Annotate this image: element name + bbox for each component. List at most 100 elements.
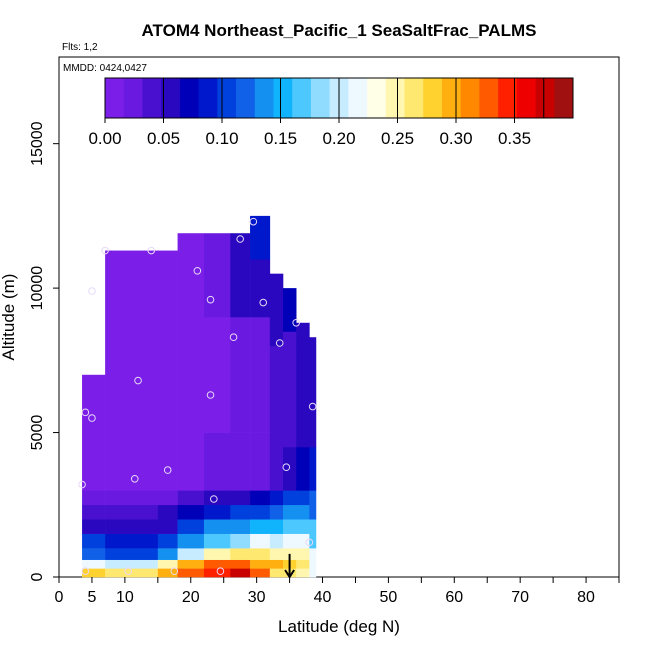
heat-cell — [105, 504, 159, 520]
sample-point — [134, 376, 142, 385]
y-axis-label: Altitude (m) — [0, 274, 18, 361]
heat-cell — [309, 490, 317, 520]
heat-cell — [269, 490, 284, 506]
sample-point — [147, 246, 156, 255]
colorbar-swatch — [479, 78, 499, 118]
sample-point — [275, 339, 284, 347]
x-tick-label: 50 — [380, 589, 398, 606]
dates-label: MMDD: 0424,0427 — [63, 63, 147, 74]
colorbar-swatch — [535, 78, 555, 118]
heat-cell — [203, 317, 231, 433]
x-tick-label: 30 — [248, 589, 266, 606]
heat-cell — [250, 548, 271, 560]
heat-cell — [296, 322, 310, 347]
sample-point — [81, 408, 90, 417]
y-axis: 0 5000 10000 15000 — [29, 121, 59, 581]
heat-cell — [157, 519, 178, 534]
sample-point — [308, 402, 317, 411]
heat-cell — [230, 548, 251, 560]
colorbar-swatch — [179, 78, 199, 118]
colorbar-tick-label: 0.25 — [381, 129, 414, 148]
heat-cell — [230, 432, 251, 491]
heat-cell — [82, 568, 106, 578]
x-tick-label: 5 — [87, 589, 96, 606]
heat-cell — [283, 533, 297, 549]
heat-cell — [82, 519, 106, 534]
heat-cell — [203, 519, 231, 534]
colorbar-swatch — [310, 78, 331, 118]
sample-point — [130, 474, 139, 483]
heat-cell — [157, 490, 178, 506]
heat-cell — [296, 519, 310, 534]
colorbar-swatch — [198, 78, 218, 118]
colorbar-swatch — [516, 78, 536, 118]
x-tick-label: 60 — [445, 589, 463, 606]
colorbar-swatch — [441, 78, 462, 118]
heat-cell — [230, 504, 251, 520]
heat-cell — [269, 345, 284, 448]
sample-point — [229, 333, 238, 342]
sample-point — [193, 266, 202, 275]
heat-cell — [296, 490, 310, 506]
colorbar-swatch — [142, 78, 162, 118]
heat-cell — [82, 490, 106, 506]
heat-cell — [177, 233, 205, 491]
colorbar-swatch — [460, 78, 480, 118]
colorbar-swatch — [554, 78, 574, 118]
heat-cell — [269, 559, 284, 569]
colorbar-swatch — [236, 78, 256, 118]
heat-cell — [250, 533, 271, 549]
colorbar-swatch — [254, 78, 274, 118]
heat-cell — [105, 533, 159, 549]
colorbar-swatch — [123, 78, 143, 118]
heat-cell — [203, 432, 231, 491]
heat-cell — [105, 548, 159, 560]
heat-cell — [309, 447, 317, 491]
heat-cell — [230, 533, 251, 549]
sample-point — [206, 295, 215, 304]
heat-cell — [296, 345, 310, 448]
colorbar-tick-label: 0.15 — [264, 129, 297, 148]
heat-cell — [296, 559, 310, 569]
heat-cell — [157, 559, 178, 569]
heat-cell — [177, 519, 205, 534]
heat-cell — [203, 548, 231, 560]
heat-cell — [105, 519, 159, 534]
colorbar-tick-label: 0.30 — [439, 129, 472, 148]
heat-cell — [296, 447, 310, 491]
heatmap-cells — [82, 215, 317, 578]
heat-cell — [250, 259, 271, 318]
x-tick-label: 20 — [182, 589, 200, 606]
flights-label: Flts: 1,2 — [62, 42, 98, 53]
heat-cell — [230, 317, 251, 433]
sample-point — [170, 567, 179, 576]
heat-cell — [309, 548, 317, 578]
heat-cell — [250, 317, 271, 433]
heat-cell — [269, 568, 284, 578]
heat-cell — [250, 490, 271, 506]
heat-cell — [250, 519, 271, 534]
heat-cell — [250, 504, 271, 520]
heat-cell — [269, 533, 284, 549]
heat-cell — [296, 504, 310, 520]
colorbar-tick-label: 0.05 — [147, 129, 180, 148]
sample-point — [163, 466, 172, 474]
sample-point — [210, 495, 218, 503]
y-tick-label: 5000 — [29, 415, 46, 451]
sample-point — [81, 567, 90, 576]
colorbar-tick-label: 0.10 — [205, 129, 238, 148]
colorbar-tick-label: 0.00 — [88, 129, 121, 148]
heat-cell — [177, 559, 205, 569]
heat-cell — [230, 559, 251, 569]
heat-cell — [309, 337, 317, 448]
colorbar-swatch — [423, 78, 443, 118]
heat-cell — [82, 504, 106, 520]
heat-cell — [105, 490, 159, 506]
x-tick-label: 70 — [511, 589, 529, 606]
heat-cell — [203, 533, 231, 549]
colorbar-swatch — [404, 78, 424, 118]
sample-point — [88, 414, 96, 422]
colorbar-swatch — [498, 78, 518, 118]
heat-cell — [269, 273, 284, 347]
sample-point — [124, 567, 132, 576]
